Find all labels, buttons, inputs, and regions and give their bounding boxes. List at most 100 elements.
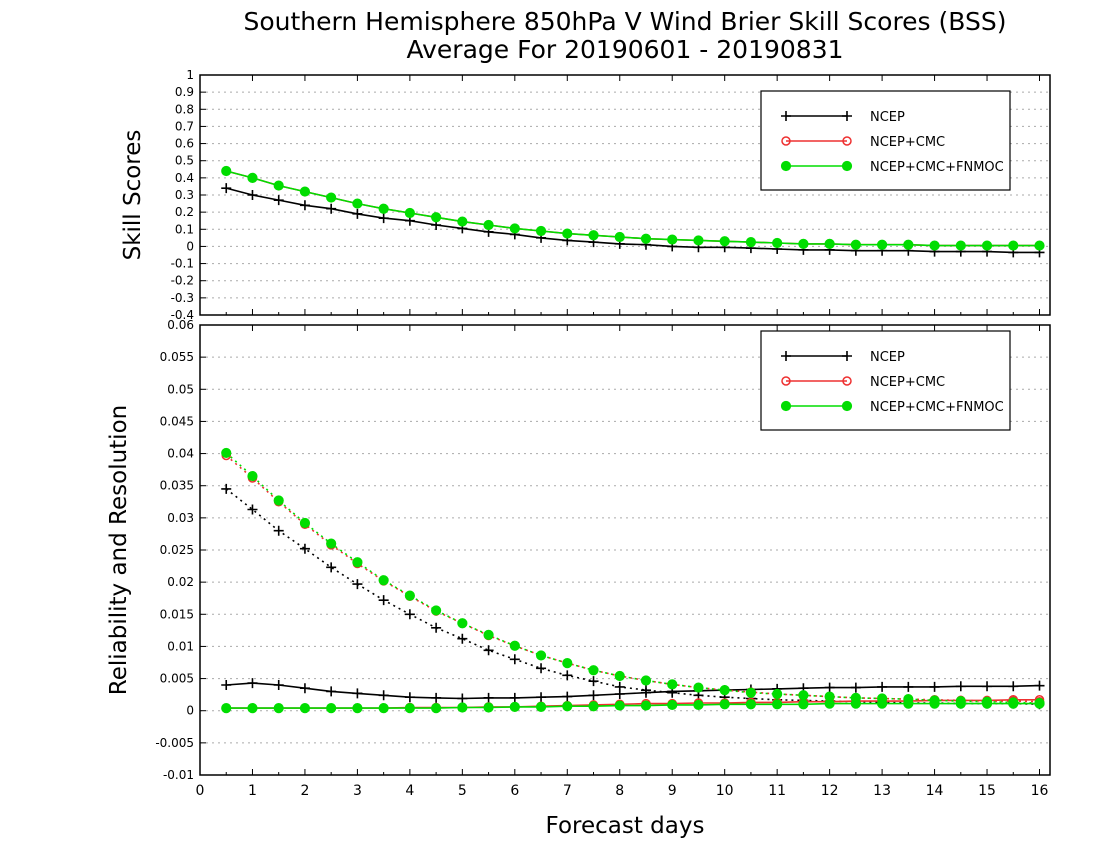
data-point	[352, 198, 363, 209]
data-point	[903, 694, 914, 705]
y-tick-label: 0	[186, 704, 194, 718]
legend-label: NCEP	[870, 350, 905, 365]
skill-score-panel: 1 0.9 0.8 0.7 0.6 0.5 0.4 0.3 0.2 0.1 0 -0.1 -0.2 -0.…	[171, 68, 1051, 322]
data-point	[483, 692, 494, 703]
data-point	[929, 240, 940, 251]
data-point	[1008, 240, 1019, 251]
data-point	[588, 676, 599, 687]
data-point	[299, 200, 310, 211]
data-point	[247, 504, 258, 515]
data-point	[299, 543, 310, 554]
data-point	[745, 687, 757, 698]
x-tick-label: 11	[768, 783, 786, 799]
legend-marker	[780, 160, 792, 172]
x-axis-label: Forecast days	[546, 813, 705, 839]
data-point	[719, 685, 730, 696]
data-point	[903, 681, 914, 692]
x-tick-label: 2	[300, 783, 309, 799]
data-point	[903, 239, 914, 250]
legend-marker	[781, 111, 791, 121]
data-point	[378, 595, 389, 606]
legend-marker	[841, 400, 853, 412]
data-point	[352, 703, 363, 714]
y-tick-label: 0.5	[175, 154, 194, 168]
data-point	[1008, 697, 1019, 708]
y-tick-label: 0.9	[175, 85, 194, 99]
data-point	[378, 690, 389, 701]
y-tick-label: 0.01	[167, 639, 194, 653]
data-point	[431, 622, 442, 633]
data-point	[431, 692, 442, 703]
data-point	[824, 691, 835, 702]
data-point	[378, 575, 389, 586]
data-point	[404, 609, 415, 620]
data-point	[247, 678, 258, 689]
data-point	[640, 700, 652, 711]
data-point	[536, 692, 547, 703]
data-point	[535, 701, 547, 712]
data-point	[483, 702, 494, 713]
data-point	[536, 663, 547, 674]
data-point	[1034, 697, 1045, 709]
y-tick-label: 1	[186, 68, 194, 82]
data-point	[614, 670, 625, 682]
data-point	[850, 682, 861, 693]
plot-frame	[199, 74, 1051, 316]
legend-marker	[780, 400, 792, 412]
reliability-resolution-panel: 0.060.0550.050.0450.040.0350.030.0250.02…	[155, 318, 1051, 799]
legend-marker	[841, 160, 853, 172]
y-tick-label: 0.1	[175, 222, 194, 236]
data-point	[562, 658, 573, 669]
data-point	[693, 682, 704, 693]
x-tick-label: 7	[563, 783, 572, 799]
data-point	[798, 238, 809, 249]
data-point	[877, 681, 888, 692]
data-point	[404, 692, 415, 703]
data-point	[352, 688, 363, 699]
data-point	[404, 207, 415, 219]
data-point	[483, 629, 494, 640]
data-point	[693, 699, 704, 711]
data-point	[273, 703, 284, 714]
series-line-ncep-resolution	[225, 488, 1040, 706]
data-point	[326, 192, 337, 203]
x-tick-label: 1	[248, 783, 257, 799]
data-point	[614, 700, 625, 711]
data-point	[798, 690, 809, 701]
legend-label: NCEP+CMC	[870, 375, 945, 390]
data-point	[982, 681, 993, 692]
x-tick-label: 15	[978, 783, 996, 799]
data-point	[588, 665, 599, 676]
data-point	[850, 692, 861, 703]
x-tick-label: 4	[405, 783, 414, 799]
data-point	[929, 681, 940, 692]
data-point	[457, 633, 468, 644]
data-point	[404, 703, 415, 714]
data-point	[614, 681, 625, 692]
data-point	[404, 590, 415, 601]
legend-marker	[842, 376, 852, 386]
data-point	[352, 208, 363, 219]
data-point	[562, 701, 573, 712]
plot-frame	[199, 324, 1051, 776]
data-point	[981, 240, 993, 251]
data-point	[273, 495, 284, 506]
data-point	[326, 538, 337, 549]
data-point	[562, 670, 573, 681]
y-tick-label: -0.1	[171, 257, 194, 271]
y-tick-label: 0.7	[175, 119, 194, 133]
y-tick-label: -0.005	[155, 736, 194, 750]
data-point	[247, 703, 258, 714]
legend-marker	[781, 136, 791, 146]
data-point	[588, 690, 599, 701]
y-tick-label: -0.2	[171, 274, 194, 288]
data-point	[299, 703, 311, 714]
y-tick-label: 0.025	[160, 543, 194, 557]
data-point	[299, 517, 311, 529]
data-point	[562, 691, 573, 702]
y-tick-label: 0.02	[167, 575, 194, 589]
data-point	[326, 562, 337, 573]
data-point	[1034, 680, 1045, 691]
data-point	[876, 693, 888, 704]
legend-marker	[842, 351, 852, 361]
